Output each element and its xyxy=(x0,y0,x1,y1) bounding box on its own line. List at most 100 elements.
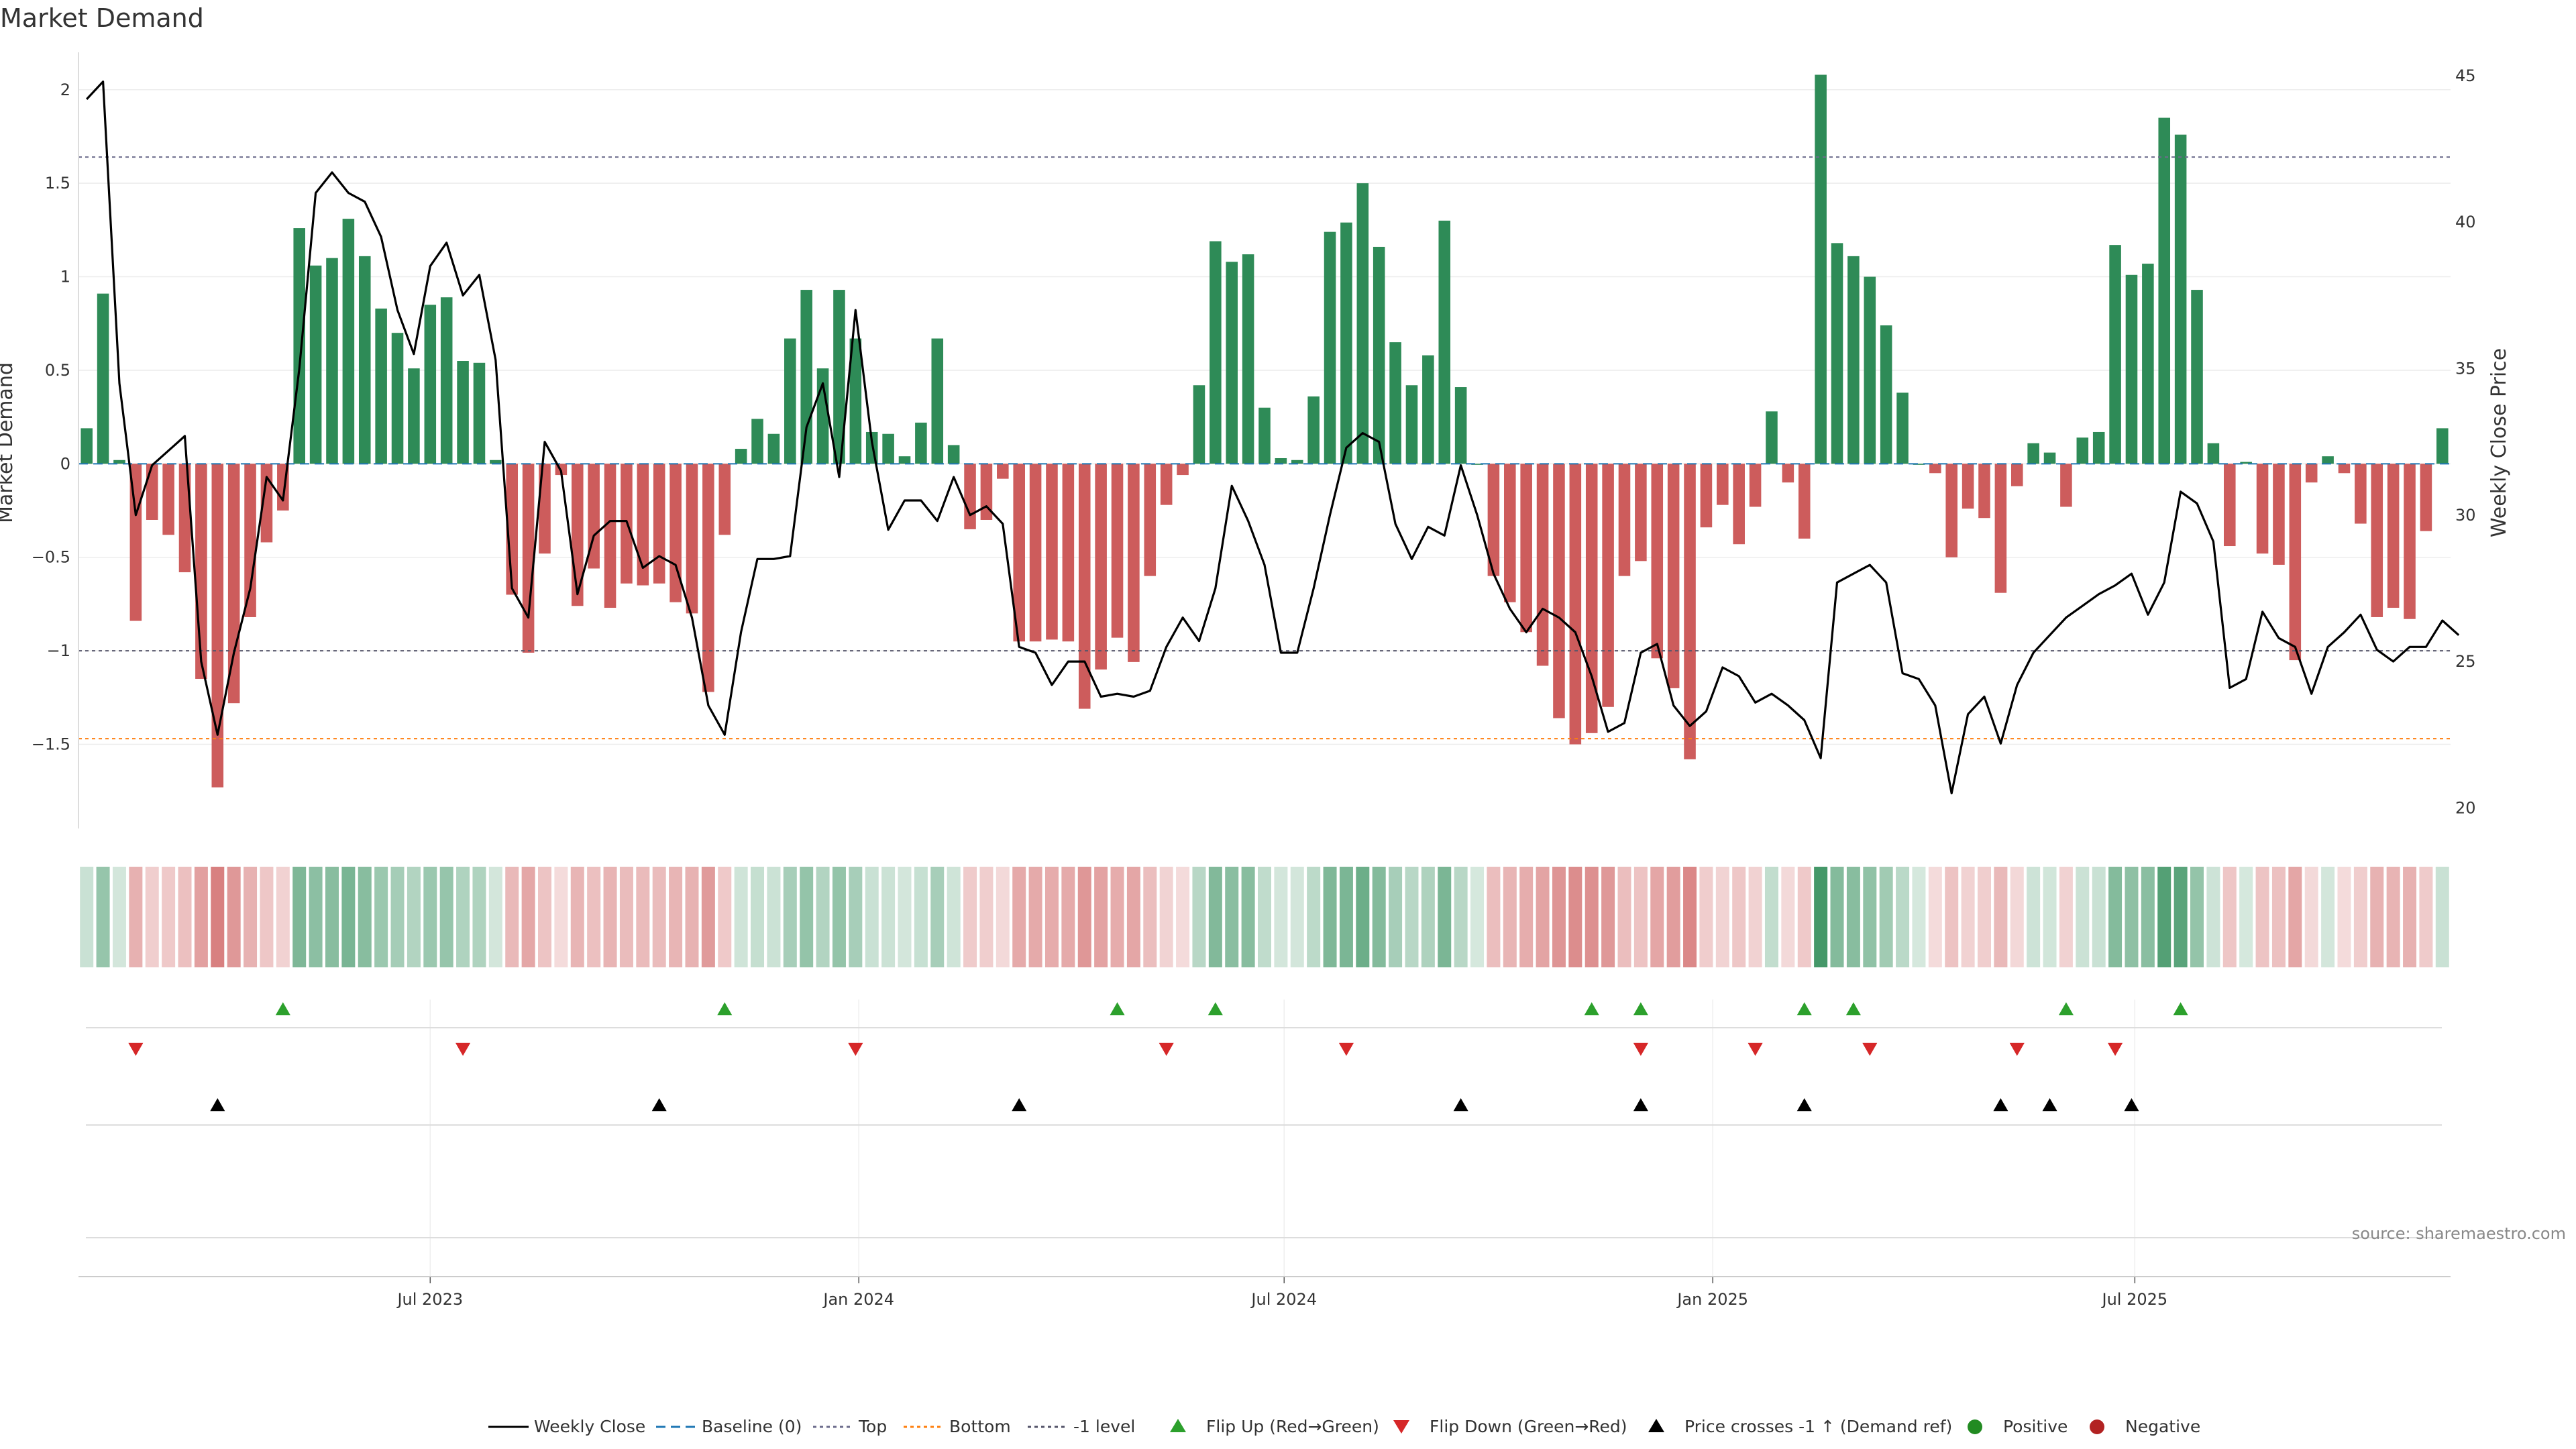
demand-bar xyxy=(80,428,93,464)
legend-swatch xyxy=(1170,1419,1186,1432)
heat-cell xyxy=(1797,867,1811,967)
demand-bar xyxy=(767,433,780,464)
heat-cell xyxy=(244,867,258,967)
demand-bar xyxy=(146,464,158,520)
demand-bar xyxy=(211,464,224,788)
demand-bar xyxy=(800,290,812,464)
heat-cell xyxy=(1208,867,1222,967)
demand-bar xyxy=(1340,222,1352,464)
legend-swatch xyxy=(1648,1419,1664,1432)
demand-bar xyxy=(1994,464,2007,593)
flip-down-marker xyxy=(455,1042,471,1056)
demand-bar xyxy=(1618,464,1631,576)
heat-cell xyxy=(767,867,781,967)
heat-cell xyxy=(1225,867,1239,967)
demand-bar xyxy=(882,433,894,464)
demand-bar xyxy=(1667,464,1680,688)
demand-bar xyxy=(1389,342,1401,464)
event-markers xyxy=(128,1002,2188,1112)
demand-bar xyxy=(1144,464,1157,576)
heat-cell xyxy=(1633,867,1648,967)
demand-bar xyxy=(947,445,960,464)
demand-bar xyxy=(1307,396,1320,464)
demand-bar xyxy=(964,464,976,529)
demand-bar xyxy=(751,419,763,464)
heat-cell xyxy=(1323,867,1337,967)
demand-bar xyxy=(2125,274,2138,464)
heat-cell xyxy=(554,867,568,967)
heat-cell xyxy=(1028,867,1042,967)
heat-cell xyxy=(1438,867,1452,967)
y-tick-left: −1 xyxy=(47,641,70,660)
heat-cell xyxy=(603,867,617,967)
flip-down-marker xyxy=(2009,1042,2025,1056)
demand-bar xyxy=(2109,245,2121,464)
flip-up-marker xyxy=(1633,1002,1648,1016)
heat-cell xyxy=(2321,867,2335,967)
chart-title: Market Demand xyxy=(0,3,204,33)
demand-bar xyxy=(1520,464,1532,633)
heat-cell xyxy=(2239,867,2253,967)
heat-cell xyxy=(930,867,945,967)
legend: Weekly Close Baseline (0) Top Bottom -1 leve… xyxy=(488,1417,2200,1436)
heat-cell xyxy=(1470,867,1485,967)
demand-bar xyxy=(1700,464,1713,528)
demand-bar xyxy=(2224,464,2236,547)
heat-cell xyxy=(2419,867,2433,967)
heat-cell xyxy=(751,867,765,967)
demand-bar xyxy=(309,265,322,464)
heat-cell xyxy=(1994,867,2008,967)
legend-item: Flip Up (Red→Green) xyxy=(1206,1417,1379,1436)
demand-bar xyxy=(113,460,125,464)
heat-cell xyxy=(1617,867,1631,967)
flip-down-marker xyxy=(1748,1042,1763,1056)
heat-cell xyxy=(1945,867,1959,967)
weekly-close-line xyxy=(86,80,2460,795)
heat-cell xyxy=(1061,867,1075,967)
gridlines xyxy=(78,89,2451,1281)
heat-cell xyxy=(1601,867,1615,967)
heat-cell xyxy=(816,867,830,967)
heat-cell xyxy=(2337,867,2351,967)
heat-cell xyxy=(1699,867,1713,967)
heat-cell xyxy=(652,867,666,967)
demand-bar xyxy=(2355,464,2367,524)
flip-up-marker xyxy=(1845,1002,1861,1016)
heat-cell xyxy=(1863,867,1877,967)
demand-heat-strip xyxy=(80,867,2449,967)
heat-cell xyxy=(2010,867,2024,967)
demand-bar xyxy=(686,464,698,614)
demand-bar xyxy=(1356,183,1369,464)
price-cross-marker xyxy=(1633,1098,1648,1112)
demand-bar xyxy=(342,219,355,464)
demand-bar xyxy=(1815,74,1827,464)
demand-bar xyxy=(1193,385,1205,464)
heat-cell xyxy=(1977,867,1991,967)
legend-item: Bottom xyxy=(949,1417,1011,1436)
x-tick-label: Jan 2024 xyxy=(822,1290,894,1309)
price-cross-marker xyxy=(651,1098,667,1112)
heat-cell xyxy=(1159,867,1173,967)
demand-bar xyxy=(1651,464,1664,659)
heat-cell xyxy=(1503,867,1517,967)
demand-bar xyxy=(1717,464,1729,505)
demand-bar xyxy=(669,464,682,602)
demand-bar xyxy=(2076,437,2089,464)
demand-bar xyxy=(1454,387,1467,464)
demand-bar xyxy=(1046,464,1058,640)
heat-cell xyxy=(407,867,421,967)
demand-bar xyxy=(490,460,502,464)
demand-bar xyxy=(1602,464,1614,707)
demand-bar xyxy=(1553,464,1565,718)
demand-bar xyxy=(1929,464,1941,474)
heat-cell xyxy=(423,867,437,967)
demand-bar xyxy=(473,362,486,464)
price-cross-marker xyxy=(210,1098,225,1112)
demand-bar xyxy=(1095,464,1107,670)
demand-bar xyxy=(1324,231,1336,464)
heat-cell xyxy=(2157,867,2171,967)
demand-bar xyxy=(244,464,256,617)
heat-cell xyxy=(1176,867,1190,967)
demand-bar xyxy=(539,464,551,554)
heat-cell xyxy=(1077,867,1091,967)
